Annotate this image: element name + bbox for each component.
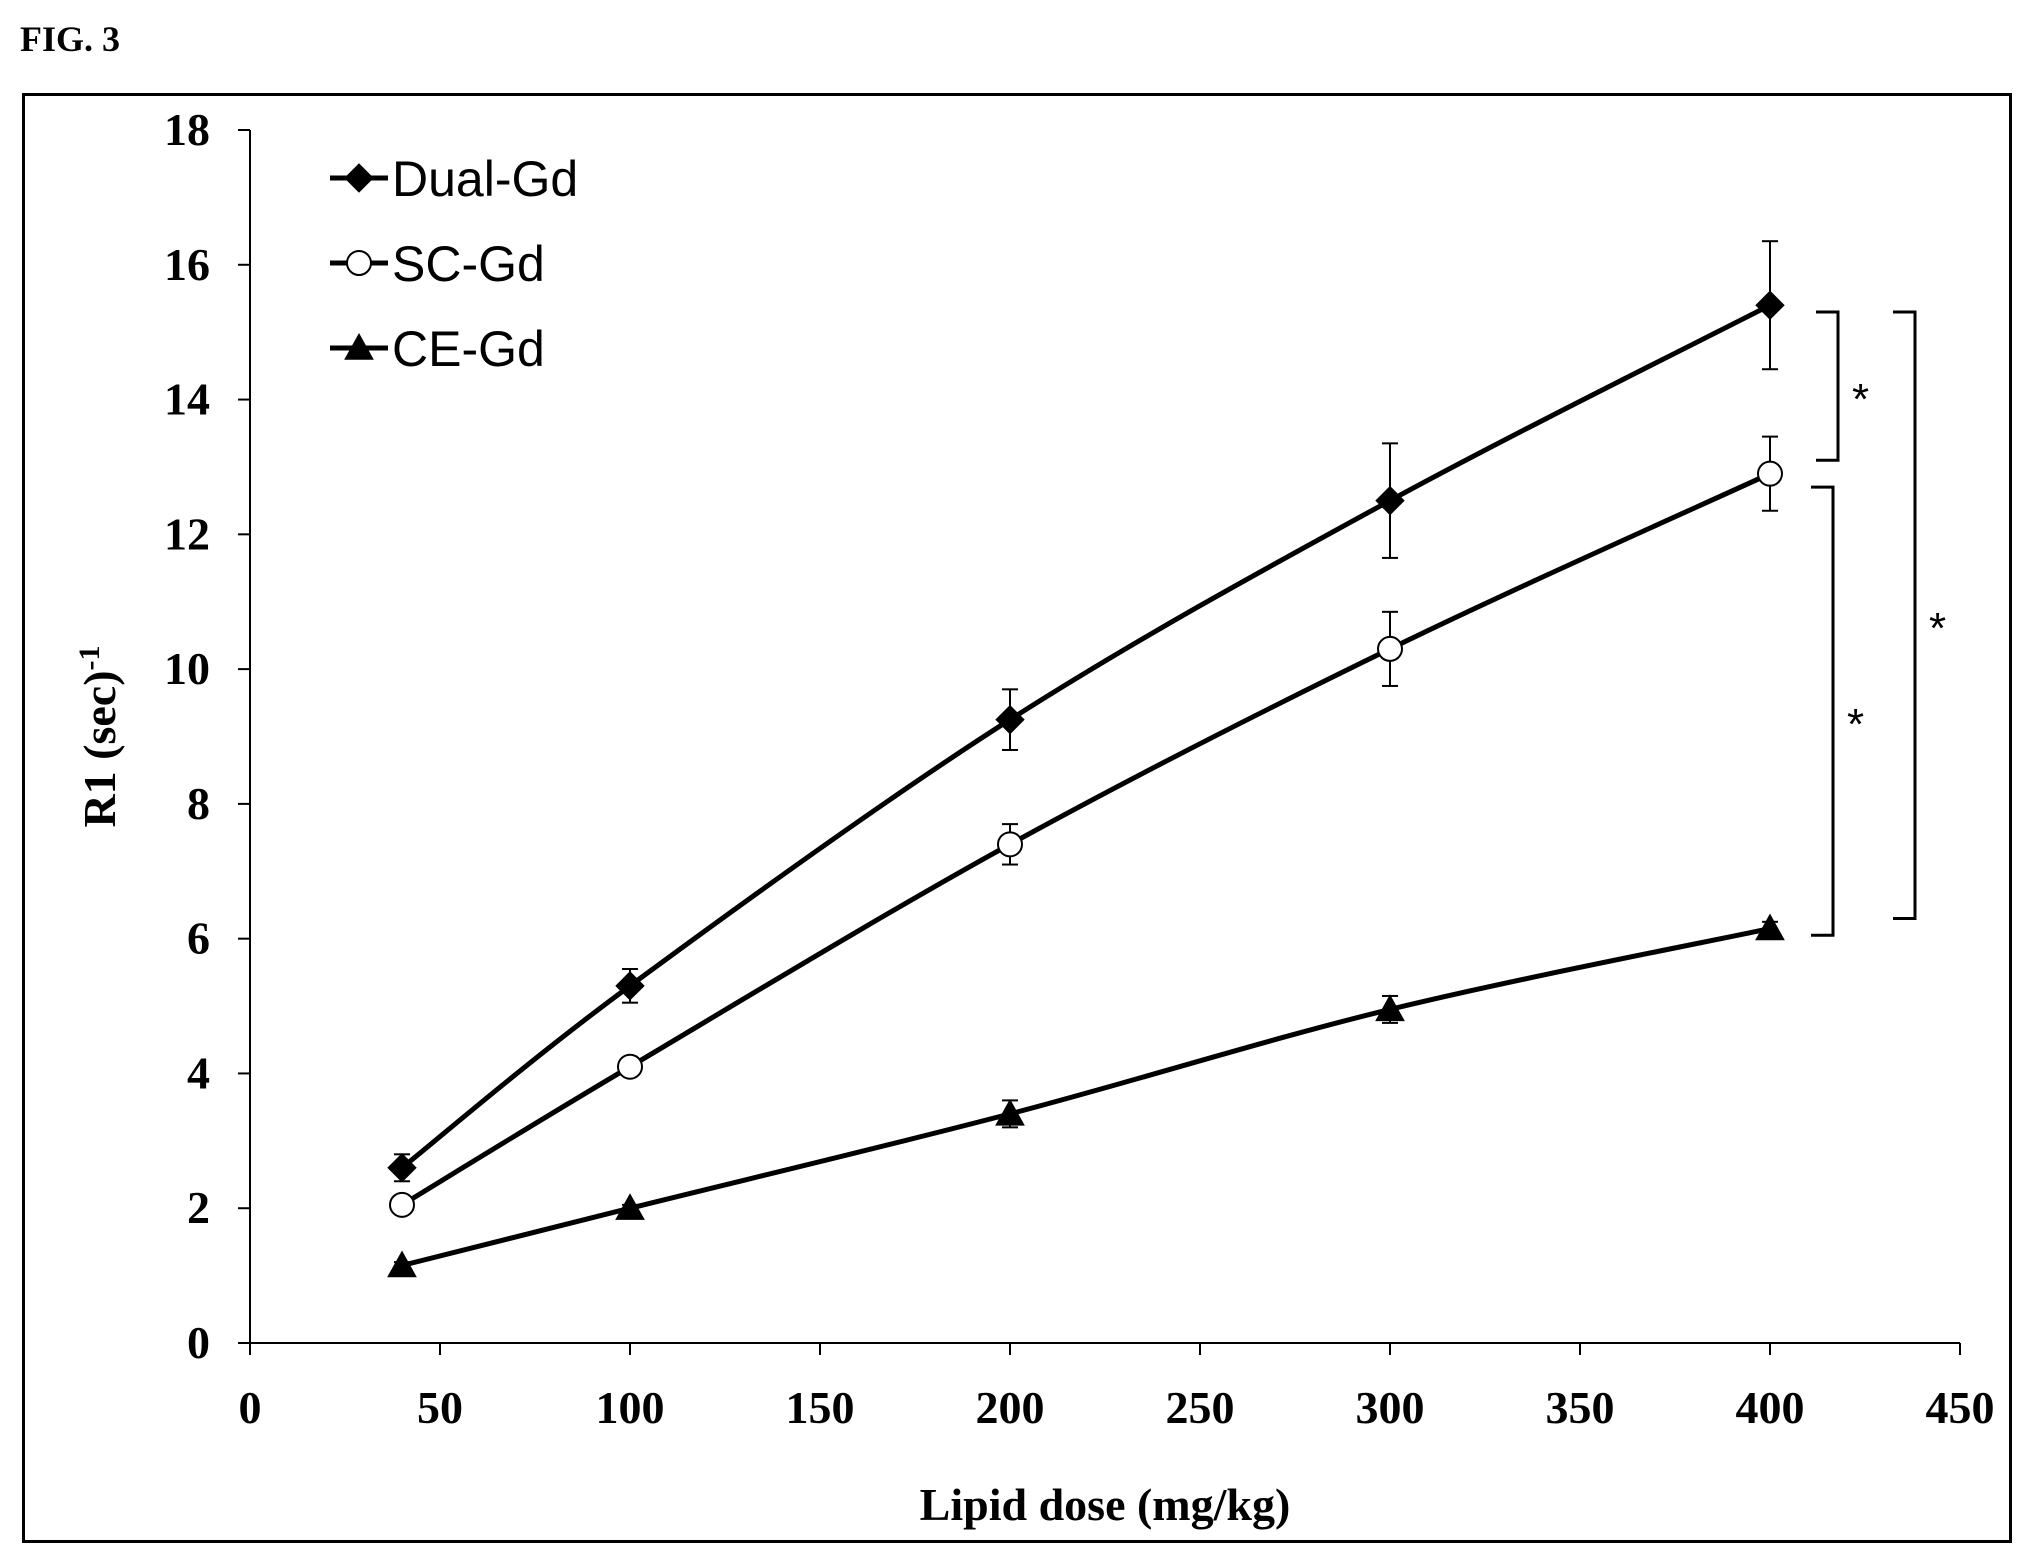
bracket-line	[1816, 310, 1840, 462]
data-point	[387, 1153, 417, 1183]
legend-marker	[346, 250, 372, 276]
x-tick-label: 150	[786, 1382, 855, 1433]
y-axis-title-superscript: -1	[73, 645, 106, 670]
data-point	[615, 971, 645, 1001]
series-line	[401, 926, 1771, 1268]
x-tick-label: 50	[417, 1382, 463, 1433]
data-point	[1757, 460, 1783, 487]
bracket-line	[1893, 310, 1917, 920]
data-point	[617, 1053, 643, 1080]
data-point	[1375, 485, 1405, 516]
chart-frame	[22, 93, 2012, 1543]
series-ce-gd	[387, 913, 1785, 1278]
significance-star: *	[1852, 375, 1869, 424]
legend-item: CE-Gd	[330, 321, 545, 377]
legend: Dual-Gd SC-Gd CE-Gd	[330, 151, 578, 377]
x-tick-label: 200	[976, 1382, 1045, 1433]
x-tick-label: 300	[1356, 1382, 1425, 1433]
data-point	[615, 1193, 645, 1220]
data-point	[1375, 994, 1405, 1022]
y-tick-label: 8	[187, 778, 210, 829]
axes: 0 2 4 6 8 10 12 14 16 18 0 50 100 150 200 250 300 350 400 4…	[164, 104, 1995, 1433]
data-point	[1755, 290, 1785, 320]
series-sc-gd	[389, 435, 1783, 1218]
x-tick-label: 0	[239, 1382, 262, 1433]
data-point	[389, 1191, 415, 1218]
legend-label: CE-Gd	[392, 321, 545, 377]
series-line	[400, 302, 1772, 1170]
y-tick-label: 0	[187, 1317, 210, 1368]
series-layer	[387, 240, 1785, 1278]
data-point	[995, 1098, 1025, 1126]
bracket-sc-vs-ce: *	[1811, 485, 1864, 937]
series-dual-gd	[387, 240, 1785, 1183]
x-axis-title: Lipid dose (mg/kg)	[920, 1479, 1291, 1530]
y-tick-label: 6	[187, 913, 210, 964]
y-tick-label: 10	[164, 643, 210, 694]
x-tick-label: 100	[596, 1382, 665, 1433]
legend-marker	[344, 332, 374, 360]
data-point	[387, 1250, 417, 1278]
x-tick-label: 350	[1546, 1382, 1615, 1433]
data-point	[995, 704, 1025, 735]
bracket-dual-vs-sc: *	[1816, 310, 1869, 462]
figure-label: FIG. 3	[20, 19, 121, 59]
series-line	[400, 471, 1772, 1207]
y-tick-label: 2	[187, 1182, 210, 1233]
x-tick-label: 400	[1736, 1382, 1805, 1433]
y-axis-title-main: R1 (sec)	[74, 670, 125, 827]
significance-annotations: * * *	[1811, 310, 1946, 937]
x-tick-label: 450	[1926, 1382, 1995, 1433]
data-point	[1377, 635, 1403, 662]
significance-star: *	[1929, 604, 1946, 653]
legend-label: Dual-Gd	[392, 151, 578, 207]
bracket-line	[1811, 485, 1835, 937]
legend-item: SC-Gd	[330, 236, 545, 292]
legend-item: Dual-Gd	[330, 151, 578, 207]
legend-label: SC-Gd	[392, 236, 545, 292]
data-point	[997, 831, 1023, 858]
y-tick-label: 4	[187, 1047, 210, 1098]
y-axis-title: R1 (sec)-1	[73, 645, 126, 827]
legend-marker	[344, 163, 374, 193]
x-tick-label: 250	[1166, 1382, 1235, 1433]
y-tick-label: 16	[164, 239, 210, 290]
significance-star: *	[1847, 700, 1864, 749]
y-tick-label: 14	[164, 374, 210, 425]
y-tick-label: 12	[164, 508, 210, 559]
y-tick-label: 18	[164, 104, 210, 155]
bracket-dual-vs-ce: *	[1893, 310, 1946, 920]
data-point	[1755, 913, 1785, 941]
